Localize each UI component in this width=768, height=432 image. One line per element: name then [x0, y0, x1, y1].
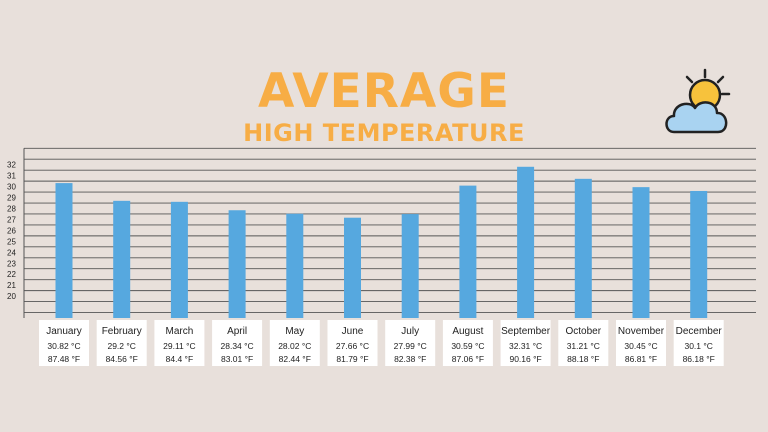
month-label-box	[39, 320, 89, 366]
title-line-2: HIGH TEMPERATURE	[243, 119, 525, 147]
partly-cloudy-icon	[665, 68, 731, 134]
y-tick-label: 20	[7, 292, 16, 301]
y-tick-label: 31	[7, 172, 16, 181]
month-label-box	[385, 320, 436, 366]
y-tick-label: 26	[7, 226, 16, 235]
bar-february	[113, 200, 131, 318]
month-label-box	[212, 320, 263, 366]
celsius-label: 32.31 °C	[509, 341, 542, 351]
y-tick-label: 32	[7, 161, 16, 170]
month-label: December	[676, 326, 723, 337]
fahrenheit-label: 83.01 °F	[221, 354, 253, 364]
month-label: March	[166, 326, 194, 337]
month-label: February	[102, 326, 142, 337]
bar-october	[574, 178, 592, 318]
celsius-label: 27.99 °C	[394, 341, 427, 351]
fahrenheit-label: 84.4 °F	[166, 354, 194, 364]
fahrenheit-label: 86.18 °F	[683, 354, 715, 364]
bar-november	[632, 187, 650, 318]
celsius-label: 30.45 °C	[624, 341, 657, 351]
month-label: October	[566, 326, 602, 337]
celsius-label: 27.66 °C	[336, 341, 369, 351]
celsius-label: 31.21 °C	[567, 341, 600, 351]
title-line-1: AVERAGE	[258, 64, 510, 119]
y-tick-label: 23	[7, 259, 16, 268]
month-label-box	[154, 320, 205, 366]
month-label-box	[558, 320, 609, 366]
fahrenheit-label: 81.79 °F	[336, 354, 368, 364]
month-labels: January 30.82 °C 87.48 °F February 29.2 °C 84…	[39, 320, 724, 366]
celsius-label: 30.82 °C	[47, 341, 80, 351]
celsius-label: 30.59 °C	[451, 341, 484, 351]
y-tick-label: 25	[7, 237, 16, 246]
bar-april	[228, 210, 246, 318]
fahrenheit-label: 84.56 °F	[106, 354, 138, 364]
month-label-box	[442, 320, 493, 366]
celsius-label: 30.1 °C	[684, 341, 712, 351]
y-tick-label: 27	[7, 215, 16, 224]
month-label-box	[500, 320, 551, 366]
fahrenheit-label: 82.44 °F	[279, 354, 311, 364]
bar-january	[55, 183, 73, 318]
month-label: August	[452, 326, 483, 337]
fahrenheit-label: 88.18 °F	[567, 354, 599, 364]
month-label: November	[618, 326, 665, 337]
chart-title: AVERAGE HIGH TEMPERATURE	[0, 66, 768, 148]
fahrenheit-label: 87.06 °F	[452, 354, 484, 364]
bars	[55, 166, 708, 318]
bar-august	[459, 185, 477, 318]
month-label-box	[269, 320, 320, 366]
fahrenheit-label: 86.81 °F	[625, 354, 657, 364]
y-tick-label: 24	[7, 248, 16, 257]
month-label: January	[46, 326, 82, 337]
bar-june	[344, 217, 361, 318]
month-label-box	[616, 320, 666, 366]
y-tick-label: 28	[7, 205, 16, 214]
month-label-box	[327, 320, 378, 366]
month-label-box	[673, 320, 724, 366]
celsius-label: 29.2 °C	[107, 341, 135, 351]
y-tick-label: 30	[7, 183, 16, 192]
celsius-label: 28.34 °C	[221, 341, 254, 351]
celsius-label: 28.02 °C	[278, 341, 311, 351]
month-label: September	[501, 326, 551, 337]
month-label: April	[227, 326, 247, 337]
month-label: June	[342, 326, 364, 337]
bar-december	[690, 190, 708, 318]
month-label-box	[96, 320, 147, 366]
fahrenheit-label: 90.16 °F	[509, 354, 541, 364]
y-tick-label: 29	[7, 194, 16, 203]
y-tick-label: 22	[7, 270, 16, 279]
y-tick-label: 21	[7, 281, 16, 290]
bar-may	[286, 213, 304, 318]
bar-july	[401, 214, 419, 318]
month-label: July	[401, 326, 419, 337]
bar-march	[170, 201, 188, 318]
celsius-label: 29.11 °C	[163, 341, 196, 351]
month-label: May	[285, 326, 304, 337]
bar-september	[517, 166, 535, 318]
fahrenheit-label: 82.38 °F	[394, 354, 426, 364]
fahrenheit-label: 87.48 °F	[48, 354, 80, 364]
